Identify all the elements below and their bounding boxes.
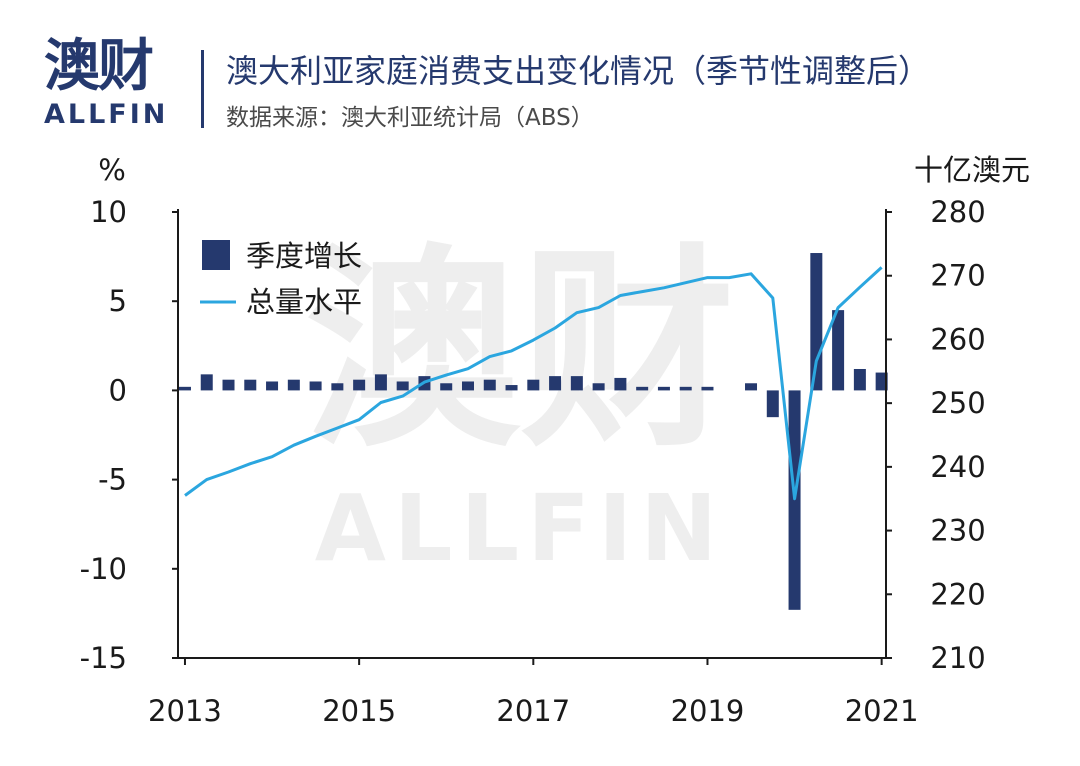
right-tick-label: 210 <box>930 641 985 675</box>
x-axis-ticks: 2013 2015 2017 2019 2021 <box>148 658 919 728</box>
left-tick-label: 0 <box>109 373 127 407</box>
watermark-cn: 澳财 <box>305 225 735 476</box>
legend: 季度增长 总量水平 <box>200 239 362 319</box>
right-tick-label: 260 <box>930 322 985 356</box>
legend-bar-swatch <box>202 240 230 270</box>
bar <box>570 376 583 391</box>
bar <box>440 383 453 391</box>
left-tick-label: 5 <box>109 284 127 318</box>
bar <box>527 379 540 391</box>
right-tick-label: 220 <box>930 577 985 611</box>
right-axis-ticks: 280 270 260 250 240 230 220 210 <box>886 195 986 675</box>
bar <box>875 372 888 391</box>
bar <box>396 381 409 391</box>
left-tick-label: -10 <box>80 552 127 586</box>
bar <box>266 381 279 391</box>
bar <box>178 386 191 391</box>
header-divider <box>201 50 204 128</box>
bar <box>592 383 605 391</box>
bar <box>832 310 845 391</box>
bar <box>244 379 257 391</box>
bar <box>853 368 866 391</box>
bar <box>374 374 387 391</box>
bar <box>505 385 518 391</box>
right-axis-unit: 十亿澳元 <box>914 153 1030 187</box>
logo-chinese-text: 澳财 <box>44 34 154 99</box>
right-tick-label: 280 <box>930 195 985 229</box>
bar <box>461 381 474 391</box>
bar <box>483 379 496 391</box>
x-tick-label: 2019 <box>671 694 745 728</box>
chart-source: 数据来源：澳大利亚统计局（ABS） <box>226 105 594 131</box>
x-tick-label: 2021 <box>845 694 919 728</box>
bar <box>309 381 322 391</box>
bar <box>745 383 758 391</box>
bar <box>331 383 344 391</box>
right-tick-label: 240 <box>930 450 985 484</box>
watermark: 澳财 ALLFIN <box>305 225 735 582</box>
left-axis-unit: % <box>98 153 126 187</box>
watermark-en: ALLFIN <box>315 475 726 582</box>
chart-title: 澳大利亚家庭消费支出变化情况（季节性调整后） <box>226 52 931 90</box>
bar <box>636 386 649 391</box>
brand-logo: 澳财 ALLFIN <box>44 36 174 130</box>
right-tick-label: 250 <box>930 386 985 420</box>
bar <box>200 374 213 391</box>
right-tick-label: 230 <box>930 514 985 548</box>
bar <box>766 390 779 418</box>
x-tick-label: 2017 <box>496 694 570 728</box>
left-tick-label: -15 <box>80 641 127 675</box>
left-axis-ticks: 10 5 0 -5 -10 -15 <box>80 195 178 675</box>
bar <box>353 379 366 391</box>
level-line <box>184 266 883 501</box>
legend-bar-label: 季度增长 <box>246 239 362 273</box>
bar <box>287 379 300 391</box>
bar <box>679 386 692 391</box>
left-tick-label: 10 <box>90 195 127 229</box>
bar <box>701 386 714 391</box>
bar <box>222 379 235 391</box>
left-tick-label: -5 <box>98 463 127 497</box>
legend-line-label: 总量水平 <box>246 285 362 319</box>
bar <box>614 377 627 391</box>
bar <box>549 376 562 391</box>
x-tick-label: 2015 <box>322 694 396 728</box>
bar-series <box>178 253 888 610</box>
x-tick-label: 2013 <box>148 694 222 728</box>
right-tick-label: 270 <box>930 259 985 293</box>
bar <box>657 386 670 391</box>
logo-english-text: ALLFIN <box>44 99 169 130</box>
line-series-group <box>184 266 883 501</box>
